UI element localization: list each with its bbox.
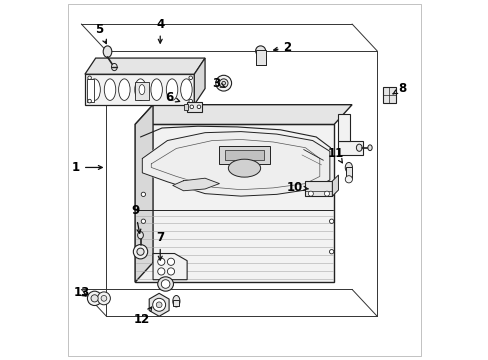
Text: 12: 12 — [134, 307, 151, 327]
Ellipse shape — [367, 145, 371, 150]
Ellipse shape — [89, 79, 100, 100]
Text: 10: 10 — [286, 181, 308, 194]
Polygon shape — [135, 105, 351, 125]
Bar — [184, 104, 187, 110]
Polygon shape — [194, 58, 204, 105]
Ellipse shape — [329, 219, 333, 224]
Ellipse shape — [158, 277, 173, 291]
Bar — [305, 181, 332, 196]
Text: 11: 11 — [327, 147, 344, 163]
Ellipse shape — [219, 79, 227, 87]
Ellipse shape — [345, 176, 352, 183]
Ellipse shape — [345, 162, 352, 172]
Ellipse shape — [137, 231, 143, 239]
Ellipse shape — [101, 296, 106, 301]
Ellipse shape — [166, 79, 178, 100]
Ellipse shape — [103, 46, 112, 57]
Bar — [255, 50, 265, 65]
Ellipse shape — [91, 295, 98, 302]
Bar — [345, 167, 351, 178]
Ellipse shape — [190, 105, 193, 109]
Ellipse shape — [172, 296, 180, 307]
Polygon shape — [332, 175, 338, 196]
Ellipse shape — [197, 105, 201, 109]
Ellipse shape — [188, 99, 192, 103]
Ellipse shape — [167, 258, 174, 265]
Ellipse shape — [329, 192, 333, 197]
Bar — [187, 102, 202, 112]
Ellipse shape — [133, 244, 147, 259]
Text: 2: 2 — [273, 41, 291, 54]
Ellipse shape — [104, 79, 116, 100]
Ellipse shape — [152, 298, 165, 311]
Polygon shape — [149, 293, 169, 316]
Ellipse shape — [222, 81, 225, 85]
Ellipse shape — [119, 79, 130, 100]
Ellipse shape — [141, 249, 145, 254]
Ellipse shape — [135, 79, 146, 100]
Ellipse shape — [161, 280, 169, 288]
Text: 6: 6 — [165, 91, 179, 104]
Ellipse shape — [141, 192, 145, 197]
Text: 5: 5 — [95, 23, 106, 44]
Bar — [173, 301, 179, 306]
Polygon shape — [85, 74, 194, 105]
Ellipse shape — [188, 76, 192, 80]
Ellipse shape — [255, 46, 265, 56]
Text: 1: 1 — [72, 161, 102, 174]
Ellipse shape — [141, 219, 145, 224]
Ellipse shape — [87, 291, 102, 306]
Text: 8: 8 — [392, 82, 406, 95]
Ellipse shape — [88, 99, 91, 103]
Text: 4: 4 — [156, 18, 164, 43]
Ellipse shape — [324, 191, 329, 196]
Ellipse shape — [156, 302, 162, 308]
Polygon shape — [219, 146, 269, 164]
Ellipse shape — [137, 248, 144, 255]
Ellipse shape — [308, 191, 313, 196]
Ellipse shape — [228, 159, 260, 177]
Polygon shape — [337, 140, 362, 155]
Polygon shape — [142, 132, 329, 196]
Ellipse shape — [180, 79, 192, 100]
Bar — [135, 82, 148, 100]
Ellipse shape — [329, 249, 333, 254]
Polygon shape — [172, 178, 219, 191]
Polygon shape — [85, 58, 204, 74]
Ellipse shape — [139, 85, 144, 95]
Text: 3: 3 — [211, 77, 225, 90]
Ellipse shape — [158, 268, 164, 275]
Polygon shape — [224, 149, 264, 160]
Ellipse shape — [167, 268, 174, 275]
Text: 13: 13 — [73, 287, 89, 300]
Ellipse shape — [158, 258, 164, 265]
Polygon shape — [337, 114, 349, 140]
Polygon shape — [382, 87, 395, 103]
Ellipse shape — [356, 144, 362, 151]
Ellipse shape — [88, 76, 91, 80]
Ellipse shape — [111, 63, 117, 71]
Polygon shape — [135, 105, 153, 282]
Text: 9: 9 — [131, 204, 141, 233]
Text: 7: 7 — [156, 231, 164, 260]
Ellipse shape — [151, 79, 162, 100]
Polygon shape — [153, 253, 187, 280]
Bar — [87, 78, 93, 102]
Ellipse shape — [215, 75, 231, 91]
Polygon shape — [135, 125, 333, 282]
Ellipse shape — [97, 292, 110, 305]
